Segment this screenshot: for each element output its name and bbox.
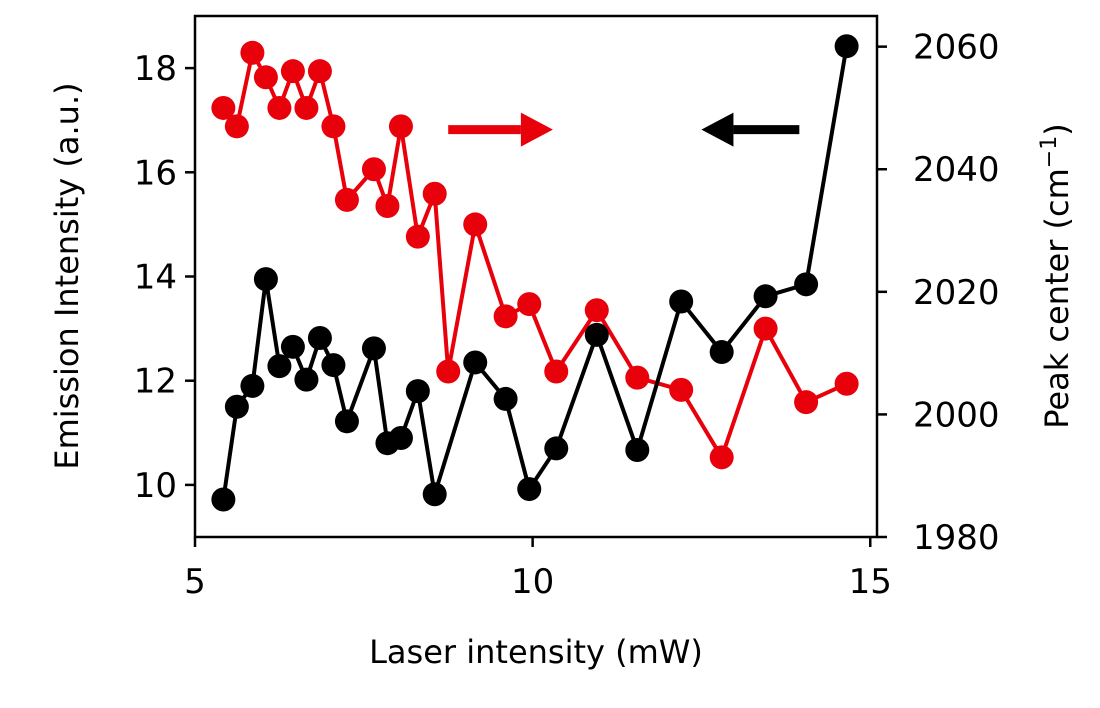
x-axis-title: Laser intensity (mW) xyxy=(369,633,703,671)
data-point xyxy=(240,40,265,65)
data-point xyxy=(280,59,305,84)
series-layer xyxy=(211,34,859,512)
data-point xyxy=(334,187,359,212)
data-point xyxy=(669,377,694,402)
data-point xyxy=(253,65,278,90)
data-point xyxy=(436,359,461,384)
series-line xyxy=(221,45,849,500)
data-point xyxy=(388,426,413,451)
data-point xyxy=(321,353,346,378)
data-point xyxy=(405,224,430,249)
data-point xyxy=(294,95,319,120)
y-right-tick-label: 1980 xyxy=(913,518,1000,558)
data-point xyxy=(834,34,859,59)
data-point xyxy=(224,394,249,419)
data-point xyxy=(361,336,386,361)
data-point xyxy=(794,390,819,415)
series-peak-center xyxy=(211,40,859,470)
data-point xyxy=(544,359,569,384)
data-point xyxy=(709,445,734,470)
data-point xyxy=(307,59,332,84)
x-axis: 5 10 15 xyxy=(184,537,892,602)
data-point xyxy=(794,272,819,297)
y-axis-left-title: Emission Intensity (a.u.) xyxy=(48,82,86,469)
y-axis-right-title-base: Peak center (cm xyxy=(1038,168,1076,429)
x-tick-label: 5 xyxy=(184,562,206,602)
y-axis-left: 10 12 14 16 18 xyxy=(134,49,195,506)
data-point xyxy=(463,350,488,375)
data-point xyxy=(388,114,413,139)
data-point xyxy=(321,114,346,139)
data-point xyxy=(405,379,430,404)
data-point xyxy=(361,157,386,182)
left-arrow-icon-head xyxy=(701,112,734,147)
data-point xyxy=(544,436,569,461)
data-point xyxy=(625,437,650,462)
data-point xyxy=(753,316,778,341)
data-point xyxy=(307,325,332,350)
data-point xyxy=(493,304,518,329)
data-point xyxy=(375,194,400,219)
y-left-tick-label: 14 xyxy=(134,258,177,298)
data-point xyxy=(211,487,236,512)
y-right-tick-label: 2060 xyxy=(913,28,1000,68)
y-axis-right-title-end: ) xyxy=(1038,123,1076,135)
data-point xyxy=(584,298,609,323)
data-point xyxy=(669,289,694,314)
data-point xyxy=(584,322,609,347)
data-point xyxy=(517,292,542,317)
data-point xyxy=(625,365,650,390)
x-tick-label: 15 xyxy=(849,562,892,602)
data-point xyxy=(267,95,292,120)
data-point xyxy=(493,386,518,411)
data-point xyxy=(280,334,305,359)
y-left-tick-label: 18 xyxy=(134,49,177,89)
left-arrow-icon xyxy=(701,112,800,147)
data-point xyxy=(253,267,278,292)
data-point xyxy=(422,482,447,507)
y-right-tick-label: 2020 xyxy=(913,273,1000,313)
y-axis-right-title: Peak center (cm−1) xyxy=(1037,123,1076,428)
data-point xyxy=(224,114,249,139)
data-point xyxy=(211,95,236,120)
y-axis-right-title-sup: −1 xyxy=(1037,136,1062,168)
data-point xyxy=(422,181,447,206)
data-point xyxy=(834,371,859,396)
x-tick-label: 10 xyxy=(511,562,554,602)
y-left-tick-label: 10 xyxy=(134,466,177,506)
data-point xyxy=(240,373,265,398)
y-axis-right: 1980 2000 2020 2040 2060 xyxy=(877,28,1000,558)
data-point xyxy=(709,340,734,365)
data-point xyxy=(294,367,319,392)
series-emission-intensity xyxy=(211,34,859,512)
y-left-tick-label: 12 xyxy=(134,362,177,402)
plot-frame xyxy=(193,14,879,539)
data-point xyxy=(267,354,292,379)
right-arrow-icon-head xyxy=(520,112,553,147)
arrow-layer xyxy=(448,112,800,147)
data-point xyxy=(753,284,778,309)
data-point xyxy=(517,477,542,502)
data-point xyxy=(463,212,488,237)
y-right-tick-label: 2000 xyxy=(913,395,1000,435)
y-right-tick-label: 2040 xyxy=(913,150,1000,190)
right-arrow-icon xyxy=(448,112,553,147)
data-point xyxy=(334,409,359,434)
y-left-tick-label: 16 xyxy=(134,153,177,193)
